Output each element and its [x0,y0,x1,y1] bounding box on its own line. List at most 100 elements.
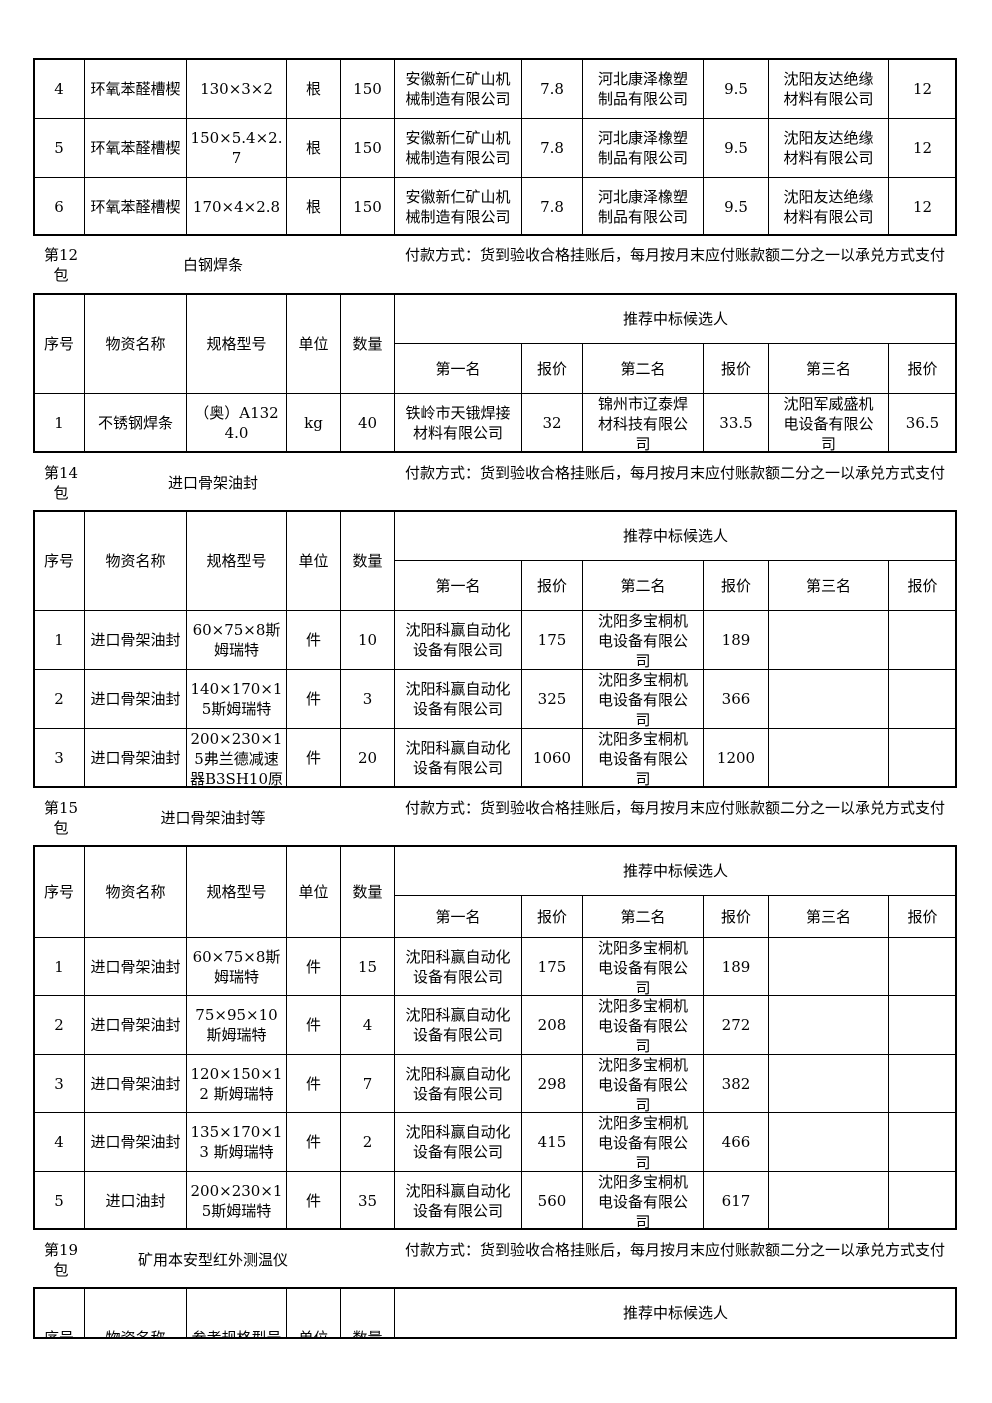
table-cell: 根 [286,58,341,119]
table-cell: 12 [888,177,957,236]
subheader-cell: 第二名 [582,895,704,938]
subheader-cell: 报价 [703,895,769,938]
table-cell: 进口骨架油封 [84,728,187,788]
header-cell: 序号 [33,845,85,938]
table-cell: 沈阳友达绝缘材料有限公司 [768,177,889,236]
header-cell: 序号 [33,293,85,394]
table-cell: 5 [33,118,85,178]
table-cell: 环氧苯醛槽楔 [84,58,187,119]
empty-cell [888,728,957,788]
table-cell: 208 [521,995,583,1055]
table-cell: 10 [340,610,395,670]
table-cell: 135×170×13 斯姆瑞特 [186,1112,287,1172]
table-cell: 环氧苯醛槽楔 [84,118,187,178]
table-cell: 沈阳科赢自动化设备有限公司 [394,669,522,729]
header-cell: 序号 [33,510,85,611]
table-cell: 沈阳多宝桐机电设备有限公司 [582,1112,704,1172]
empty-cell [888,1054,957,1113]
payment-terms: 付款方式：货到验收合格挂账后，每月按月末应付账款额二分之一以承兑方式支付 [404,464,945,482]
table-cell: 件 [286,1171,341,1230]
table-cell: 40 [340,393,395,453]
subheader-cell: 报价 [888,560,957,611]
table-cell: 140×170×15斯姆瑞特 [186,669,287,729]
table-cell: 不锈钢焊条 [84,393,187,453]
header-cell: 数量 [340,845,395,938]
table-cell: 沈阳科赢自动化设备有限公司 [394,610,522,670]
table-cell: 35 [340,1171,395,1230]
table-cell: 7.8 [521,58,583,119]
empty-cell [888,995,957,1055]
header-group: 推荐中标候选人 [394,845,957,896]
table-cell: 150 [340,118,395,178]
table-cell: 沈阳科赢自动化设备有限公司 [394,1112,522,1172]
table-cell: 沈阳友达绝缘材料有限公司 [768,58,889,119]
package-number: 第19包 [43,1241,79,1279]
empty-cell [768,669,889,729]
table-cell: 沈阳科赢自动化设备有限公司 [394,995,522,1055]
table-cell: 366 [703,669,769,729]
table-cell: 沈阳科赢自动化设备有限公司 [394,937,522,996]
table-cell: 617 [703,1171,769,1230]
table-cell: 1 [33,393,85,453]
header-cell: 单位 [286,1287,341,1339]
table-cell: 466 [703,1112,769,1172]
table-cell: 2 [33,669,85,729]
table-cell: 560 [521,1171,583,1230]
empty-cell [888,1171,957,1230]
table-cell: 32 [521,393,583,453]
package-number: 第14包 [43,464,79,502]
table-cell: 进口骨架油封 [84,1054,187,1113]
table-cell: 进口油封 [84,1171,187,1230]
table-cell: 河北康泽橡塑制品有限公司 [582,177,704,236]
subheader-cell: 第三名 [768,560,889,611]
subheader-cell: 报价 [703,343,769,394]
table-cell: 36.5 [888,393,957,453]
table-cell: 3 [33,728,85,788]
subheader-cell: 第三名 [768,895,889,938]
table-cell: 1 [33,610,85,670]
table-cell: 安徽新仁矿山机械制造有限公司 [394,177,522,236]
table-cell: 根 [286,118,341,178]
package-name: 进口骨架油封等 [160,809,266,827]
subheader-cell: 报价 [521,560,583,611]
payment-terms: 付款方式：货到验收合格挂账后，每月按月末应付账款额二分之一以承兑方式支付 [404,246,945,264]
table-cell: 安徽新仁矿山机械制造有限公司 [394,58,522,119]
table-cell: 件 [286,1054,341,1113]
table-cell: 沈阳多宝桐机电设备有限公司 [582,995,704,1055]
table-cell: 件 [286,610,341,670]
table-cell: 272 [703,995,769,1055]
header-cell: 物资名称 [84,293,187,394]
table-cell: 河北康泽橡塑制品有限公司 [582,58,704,119]
package-number: 第12包 [43,246,79,284]
table-cell: 4 [33,58,85,119]
table-cell: 200×230×15斯姆瑞特 [186,1171,287,1230]
header-cell: 序号 [33,1287,85,1339]
table-cell: 9.5 [703,58,769,119]
subheader-cell: 报价 [521,895,583,938]
empty-cell [768,610,889,670]
table-cell: 沈阳科赢自动化设备有限公司 [394,1171,522,1230]
table-cell: 安徽新仁矿山机械制造有限公司 [394,118,522,178]
table-cell: 1200 [703,728,769,788]
header-cell: 物资名称 [84,1287,187,1339]
table-cell: 根 [286,177,341,236]
table-cell: 沈阳多宝桐机电设备有限公司 [582,1171,704,1230]
table-cell: 件 [286,937,341,996]
empty-cell [768,1171,889,1230]
empty-cell [888,669,957,729]
table-cell: 150×5.4×2.7 [186,118,287,178]
table-cell: 沈阳军威盛机电设备有限公司 [768,393,889,453]
table-cell: 沈阳友达绝缘材料有限公司 [768,118,889,178]
payment-terms: 付款方式：货到验收合格挂账后，每月按月末应付账款额二分之一以承兑方式支付 [404,1241,945,1259]
table-cell: 3 [33,1054,85,1113]
content: 4 5 6 环氧苯醛槽楔 环氧苯醛槽楔 环氧苯醛槽楔 130×3×2 150×5.4×2.7 1… [33,58,957,1339]
empty-cell [888,610,957,670]
table-cell: 1 [33,937,85,996]
table-cell: 2 [340,1112,395,1172]
header-cell: 规格型号 [186,510,287,611]
table-cell: 382 [703,1054,769,1113]
table-cell: 件 [286,669,341,729]
table-cell: 环氧苯醛槽楔 [84,177,187,236]
table-cell: 沈阳科赢自动化设备有限公司 [394,1054,522,1113]
